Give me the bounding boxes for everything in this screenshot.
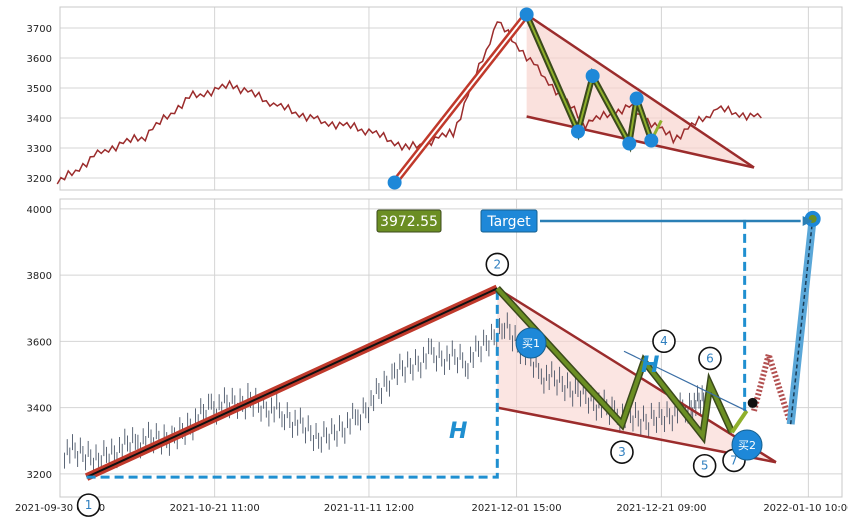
buy1-marker — [515, 327, 547, 359]
top-wave-point — [585, 69, 600, 83]
target-value-box — [376, 209, 442, 233]
wave-label: 6 — [706, 351, 714, 365]
top-y-tick-label: 3300 — [27, 144, 52, 155]
wave-label-circle — [485, 252, 510, 277]
x-tick-label: 2021-12-21 09:00 — [616, 503, 706, 514]
h-label-1: H — [449, 419, 467, 444]
top-wave-point — [644, 133, 659, 148]
wave-label: 7 — [730, 453, 738, 467]
top-y-tick-label: 3500 — [27, 84, 52, 95]
neck-line — [623, 350, 747, 412]
wave-label: 4 — [660, 334, 668, 348]
bottom-rise-inner — [86, 287, 498, 479]
top-panel-frame — [59, 6, 843, 191]
wave-label-circle — [76, 493, 101, 517]
x-tick-label: 2021-10-21 11:00 — [170, 503, 260, 514]
top-wave-point — [570, 124, 585, 139]
target-value: 3972.55 — [380, 214, 438, 230]
target-arrowhead — [802, 216, 813, 226]
bottom-wave-fill — [495, 287, 734, 441]
top-y-tick-label: 3700 — [27, 24, 52, 35]
target-label: Target — [486, 214, 531, 230]
buy2-label: 买2 — [738, 439, 756, 452]
breakout-dot — [747, 397, 758, 408]
x-tick-label: 2021-12-01 15:00 — [471, 503, 561, 514]
wave-label-circle — [610, 440, 634, 464]
wave-label-circle — [652, 329, 676, 354]
buy1-label: 买1 — [522, 337, 540, 350]
wave-label-circle — [692, 453, 717, 478]
top-rise-inner — [393, 13, 528, 184]
top-y-tick-label: 3200 — [27, 174, 52, 185]
buy2-marker — [731, 429, 763, 461]
wave-label: 2 — [493, 257, 501, 271]
top-y-tick-label: 3600 — [27, 54, 52, 65]
x-tick-label: 2022-01-10 10:00 — [763, 503, 848, 514]
height-measure-1 — [86, 288, 499, 479]
wave-label-circle — [698, 346, 722, 371]
target-label-box — [480, 209, 538, 233]
x-tick-label: 2021-09-30 09:00 — [15, 503, 105, 514]
top-wave-point — [519, 7, 534, 22]
top-wave-point — [622, 136, 637, 151]
wave-label: 5 — [701, 459, 709, 473]
bottom-y-tick-label: 3600 — [27, 337, 52, 348]
top-wave-point — [629, 91, 644, 106]
wave-label: 1 — [85, 498, 93, 512]
x-tick-label: 2021-11-11 12:00 — [324, 503, 414, 514]
top-wave-inner — [525, 14, 653, 147]
bottom-wave-tail — [730, 409, 749, 434]
wave-label: 3 — [618, 445, 626, 459]
bottom-y-tick-label: 3200 — [27, 470, 52, 481]
h-label-2: H — [641, 353, 659, 378]
top-panel-bg — [60, 7, 842, 190]
top-wave-point — [387, 175, 402, 190]
top-y-tick-label: 3400 — [27, 114, 52, 125]
bottom-y-tick-label: 3400 — [27, 404, 52, 415]
projection-rally — [786, 218, 817, 425]
top-lower-trendline — [526, 115, 755, 169]
bottom-y-tick-label: 3800 — [27, 271, 52, 282]
bottom-panel-frame — [59, 198, 843, 498]
top-upper-trendline — [525, 13, 755, 169]
bottom-y-tick-label: 4000 — [27, 205, 52, 216]
